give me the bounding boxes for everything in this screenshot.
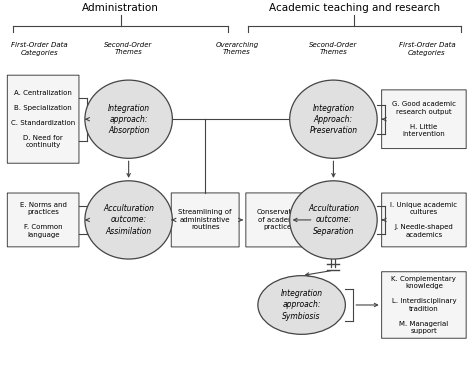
Text: First-Order Data
Categories: First-Order Data Categories bbox=[11, 42, 67, 56]
Text: G. Good academic
research output

H. Little
intervention: G. Good academic research output H. Litt… bbox=[392, 101, 456, 137]
Ellipse shape bbox=[290, 181, 377, 259]
FancyBboxPatch shape bbox=[171, 193, 239, 247]
Ellipse shape bbox=[85, 80, 173, 158]
Text: A. Centralization

B. Specialization

C. Standardization

D. Need for
continuity: A. Centralization B. Specialization C. S… bbox=[11, 90, 75, 149]
Text: Academic teaching and research: Academic teaching and research bbox=[269, 3, 440, 12]
FancyBboxPatch shape bbox=[382, 90, 466, 149]
Text: Conservation
of academic
practices: Conservation of academic practices bbox=[257, 210, 303, 230]
FancyBboxPatch shape bbox=[382, 193, 466, 247]
Ellipse shape bbox=[290, 80, 377, 158]
Text: First-Order Data
Categories: First-Order Data Categories bbox=[399, 42, 455, 56]
Text: Second-Order
Themes: Second-Order Themes bbox=[309, 42, 357, 55]
Text: Streamlining of
administrative
routines: Streamlining of administrative routines bbox=[178, 210, 232, 230]
Text: I. Unique academic
cultures

J. Needle-shaped
academics: I. Unique academic cultures J. Needle-sh… bbox=[390, 202, 457, 238]
FancyBboxPatch shape bbox=[382, 272, 466, 338]
Text: Integration
approach:
Absorption: Integration approach: Absorption bbox=[108, 103, 150, 135]
Text: Integration
approach:
Symbiosis: Integration approach: Symbiosis bbox=[281, 290, 323, 321]
Ellipse shape bbox=[258, 276, 346, 334]
Text: Integration
Approach:
Preservation: Integration Approach: Preservation bbox=[310, 103, 357, 135]
FancyBboxPatch shape bbox=[7, 193, 79, 247]
Text: Administration: Administration bbox=[82, 3, 159, 12]
Text: K. Complementary
knowledge

L. Interdisciplinary
tradition

M. Managerial
suppor: K. Complementary knowledge L. Interdisci… bbox=[392, 276, 456, 334]
Text: Acculturation
outcome:
Separation: Acculturation outcome: Separation bbox=[308, 204, 359, 236]
Text: Second-Order
Themes: Second-Order Themes bbox=[104, 42, 153, 55]
Text: Acculturation
outcome:
Assimilation: Acculturation outcome: Assimilation bbox=[103, 204, 154, 236]
Text: Overarching
Themes: Overarching Themes bbox=[215, 42, 259, 55]
Text: E. Norms and
practices

F. Common
language: E. Norms and practices F. Common languag… bbox=[20, 202, 66, 238]
Ellipse shape bbox=[85, 181, 173, 259]
FancyBboxPatch shape bbox=[246, 193, 314, 247]
FancyBboxPatch shape bbox=[7, 75, 79, 163]
